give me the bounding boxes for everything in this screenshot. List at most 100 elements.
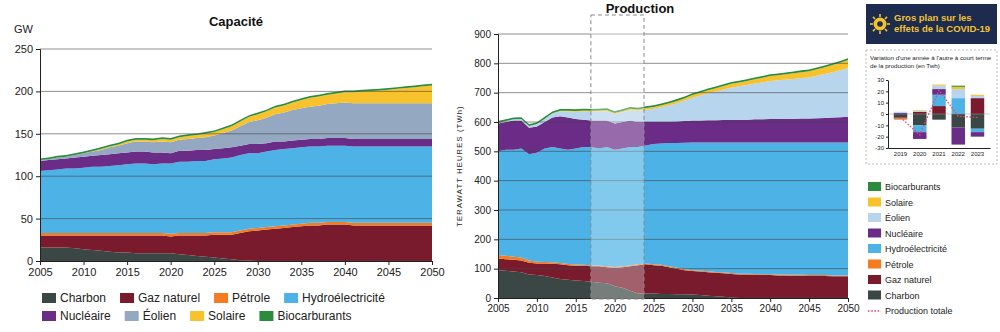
tick-mark	[36, 219, 40, 220]
legend-swatch	[42, 311, 56, 321]
x-axis: 2019 2020 2021 2022 2023	[889, 149, 991, 158]
tick: 2021	[932, 151, 946, 157]
tick: 500	[474, 146, 498, 157]
tick-label: 2015	[115, 266, 139, 278]
tick-label: 2050	[420, 266, 444, 278]
tick-mark	[494, 122, 498, 123]
tick-label: 2050	[837, 303, 860, 314]
tick-mark	[886, 103, 888, 104]
tick: 250	[15, 43, 40, 55]
bar	[932, 95, 945, 106]
legend-label: Pétrole	[885, 260, 914, 270]
tick-label: 250	[15, 43, 33, 55]
legend-item: Nucléaire	[868, 229, 923, 239]
tick: 2050	[837, 298, 860, 314]
legend-swatch	[259, 311, 273, 321]
legend-swatch	[868, 229, 881, 238]
text-line: effets de la COVID-19	[894, 23, 990, 34]
tick-mark	[494, 210, 498, 211]
tick-label: 2021	[932, 151, 946, 157]
legend-swatch	[868, 213, 881, 222]
grid-line	[498, 180, 848, 181]
bar	[913, 110, 926, 112]
tick: -30	[875, 145, 888, 151]
tick-label: 2022	[952, 151, 966, 157]
icon-ray	[885, 29, 887, 31]
tick-mark	[886, 91, 888, 92]
icon-disc	[874, 18, 887, 31]
tick: 2045	[377, 261, 401, 278]
tick: 800	[474, 58, 498, 69]
tick-mark	[494, 34, 498, 35]
bar	[952, 98, 965, 114]
tick-label: 2023	[971, 151, 985, 157]
bar	[932, 106, 945, 114]
icon-ray	[879, 31, 881, 34]
bar	[971, 95, 984, 96]
tick-label: 2010	[526, 303, 549, 314]
area	[40, 84, 432, 160]
legend-swatch	[868, 291, 881, 300]
bar	[971, 98, 984, 114]
legend-label: Hydroélectricité	[885, 244, 947, 254]
tick: 2019	[894, 151, 908, 157]
tick: 300	[474, 205, 498, 216]
tick-label: 2045	[798, 303, 821, 314]
title: Production	[606, 1, 675, 16]
legend-item: Hydroélectricité	[284, 291, 385, 305]
area	[498, 58, 848, 126]
tick-label: 300	[474, 205, 491, 216]
legend-swatch	[868, 244, 881, 253]
tick-mark	[886, 80, 888, 81]
tick-label: 30	[877, 77, 884, 83]
grid	[40, 49, 432, 261]
tick-label: 700	[474, 87, 491, 98]
tick: 2025	[202, 261, 226, 278]
bar	[971, 129, 984, 132]
tick-label: 150	[15, 128, 33, 140]
grid-line	[40, 49, 432, 50]
legend-item: Solaire	[868, 198, 913, 208]
tick-mark	[770, 298, 771, 302]
tick: 2020	[913, 151, 927, 157]
tick: 100	[474, 263, 498, 274]
axis-line	[36, 50, 41, 262]
tick-label: 2005	[487, 303, 510, 314]
tick: 2010	[526, 298, 549, 314]
bar	[913, 111, 926, 112]
legend-item: Gaz naturel	[868, 275, 932, 285]
plot: 20192020202120222023-30-20-100102030	[875, 77, 990, 157]
tick-label: 2020	[159, 266, 183, 278]
axis-line	[889, 148, 991, 149]
tick-mark	[576, 298, 577, 302]
bar	[894, 112, 907, 113]
tick: 700	[474, 87, 498, 98]
bar	[971, 132, 984, 137]
tick-mark	[214, 261, 215, 265]
tick: 30	[877, 77, 888, 83]
tick: 2020	[604, 298, 627, 314]
legend-label: Hydroélectricité	[302, 291, 385, 305]
tick: 2010	[72, 261, 96, 278]
legend-swatch	[868, 310, 881, 312]
tick-mark	[494, 239, 498, 240]
y-axis-title: TERAWATT HEURES (TWh)	[455, 105, 464, 226]
bar	[952, 86, 965, 87]
tick-mark	[36, 49, 40, 50]
grid-line	[40, 91, 432, 92]
subtitle: Variation d'une année à l'autre à court …	[870, 54, 993, 69]
bar	[932, 85, 945, 86]
legend-swatch	[214, 293, 228, 303]
legend: CharbonGaz naturelPétroleHydroélectricit…	[42, 291, 385, 323]
tick-mark	[388, 261, 389, 265]
tick-label: 2005	[28, 266, 52, 278]
tick-mark	[84, 261, 85, 265]
text-line: Variation d'une année à l'autre à court …	[870, 54, 993, 61]
legend-item: Production totale	[868, 306, 953, 316]
legend-item: Gaz naturel	[120, 291, 200, 305]
tick-label: 2035	[721, 303, 744, 314]
icon-ray	[887, 23, 890, 25]
tick-label: 2040	[333, 266, 357, 278]
y-axis: 050100150200250	[15, 43, 41, 267]
legend-item: Pétrole	[214, 291, 270, 305]
